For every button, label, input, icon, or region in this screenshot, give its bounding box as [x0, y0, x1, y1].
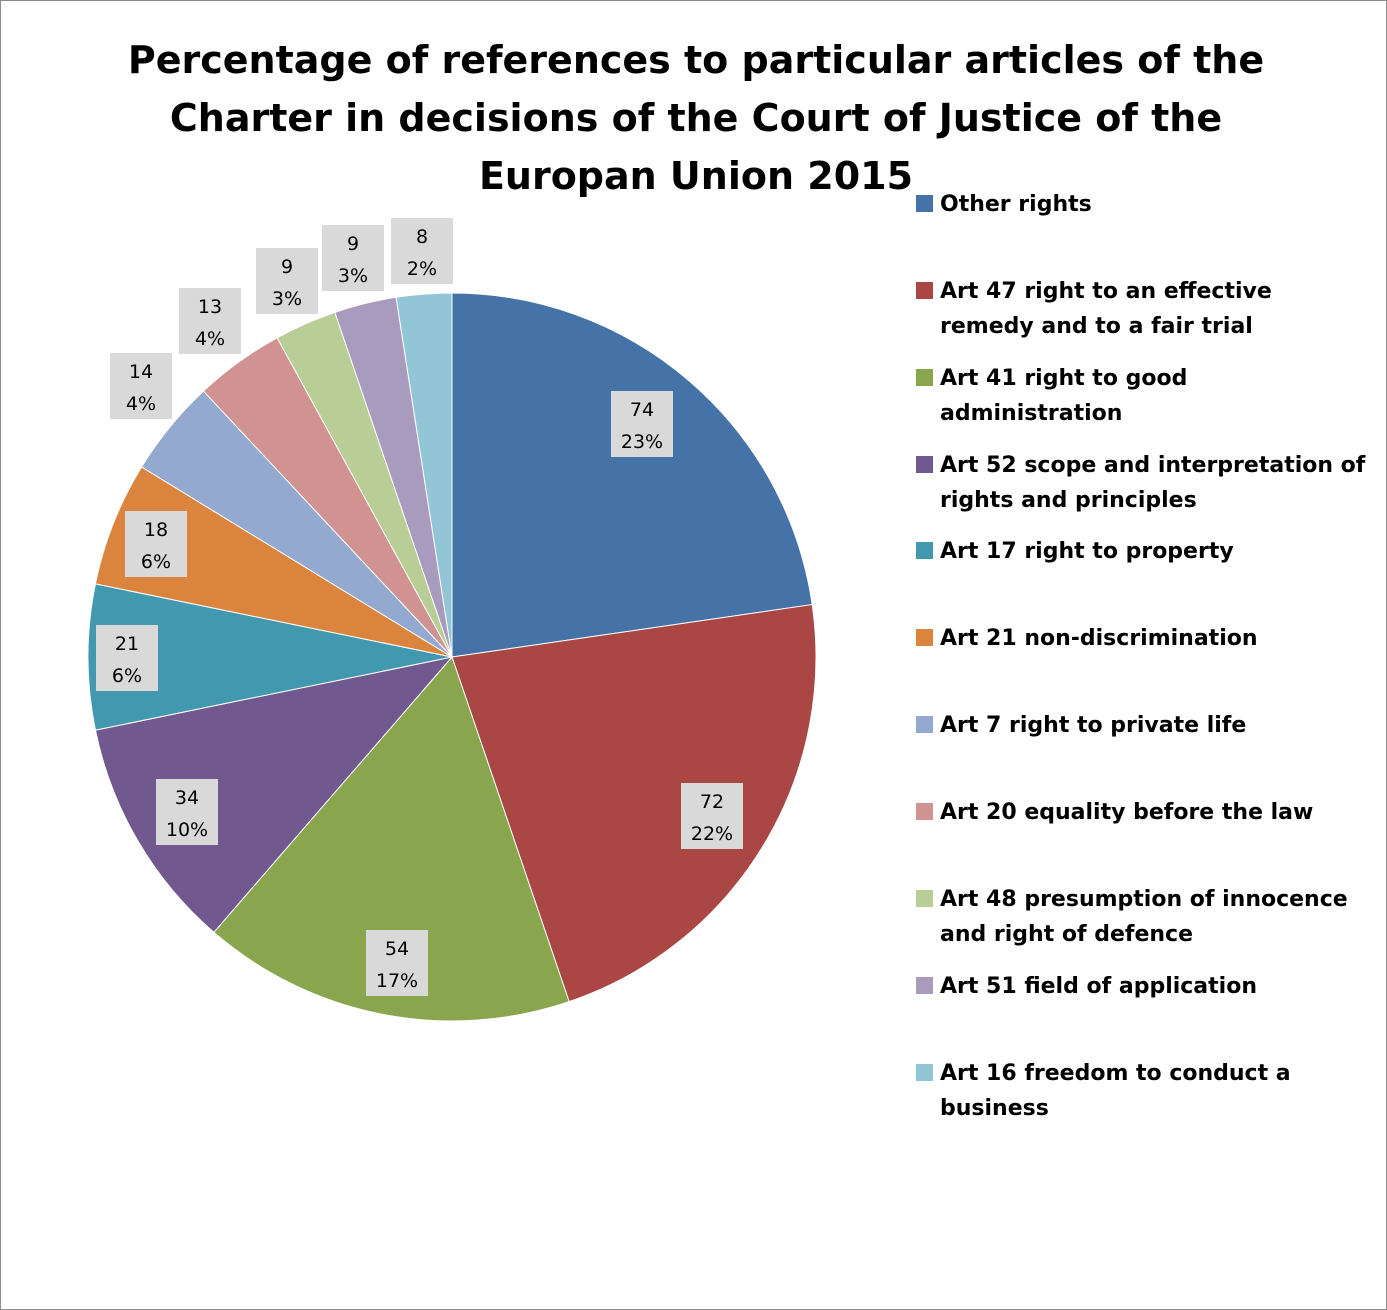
data-label-percent: 10%	[166, 819, 208, 841]
data-label-percent: 23%	[621, 431, 663, 453]
data-label-percent: 4%	[195, 328, 225, 350]
data-label-box	[256, 248, 318, 314]
data-label-percent: 6%	[112, 665, 142, 687]
data-label: 82%	[391, 218, 453, 284]
data-label-value: 9	[347, 233, 359, 255]
data-label-percent: 2%	[407, 258, 437, 280]
data-label: 93%	[322, 225, 384, 291]
data-label-value: 13	[198, 296, 222, 318]
legend-label: Art 48 presumption of innocence and righ…	[940, 887, 1348, 947]
legend-label: Art 41 right to good administration	[940, 366, 1188, 426]
data-label-box	[125, 511, 187, 577]
legend-label: Art 52 scope and interpretation of right…	[940, 453, 1366, 513]
legend-swatch	[916, 542, 933, 559]
data-label-value: 18	[144, 519, 168, 541]
data-label-percent: 17%	[376, 970, 418, 992]
legend-swatch	[916, 195, 933, 212]
legend-swatch	[916, 977, 933, 994]
pie-slice	[87, 583, 453, 731]
data-label-value: 72	[700, 791, 724, 813]
legend-label: Art 7 right to private life	[940, 713, 1247, 738]
data-label-box	[96, 625, 158, 691]
legend-swatch	[916, 282, 933, 299]
data-label-value: 9	[281, 256, 293, 278]
legend-label: Art 21 non-discrimination	[940, 626, 1258, 651]
data-label-value: 74	[630, 399, 654, 421]
pie-slice	[94, 656, 454, 934]
data-label-box	[611, 391, 673, 457]
data-label-box	[179, 288, 241, 354]
data-label-box	[322, 225, 384, 291]
data-label: 144%	[110, 353, 172, 419]
pie-slice	[451, 292, 813, 658]
legend-label: Art 47 right to an effective remedy and …	[940, 279, 1272, 339]
legend-swatch	[916, 629, 933, 646]
legend-swatch	[916, 803, 933, 820]
data-label-percent: 22%	[691, 823, 733, 845]
data-label-value: 8	[416, 226, 428, 248]
data-label-percent: 4%	[126, 393, 156, 415]
data-label-percent: 6%	[141, 551, 171, 573]
data-label-value: 34	[175, 787, 199, 809]
data-label-value: 54	[385, 938, 409, 960]
pie-slice	[451, 603, 817, 1003]
data-label-value: 14	[129, 361, 153, 383]
data-label-percent: 3%	[338, 265, 368, 287]
data-label-value: 21	[115, 633, 139, 655]
data-label-box	[681, 783, 743, 849]
legend-label: Art 17 right to property	[940, 539, 1234, 564]
legend-label: Other rights	[940, 192, 1092, 217]
pie-slice	[213, 656, 570, 1022]
data-label: 93%	[256, 248, 318, 314]
legend-label: Art 16 freedom to conduct a business	[940, 1061, 1291, 1121]
data-label-box	[156, 779, 218, 845]
legend-swatch	[916, 890, 933, 907]
legend-swatch	[916, 716, 933, 733]
data-label: 134%	[179, 288, 241, 354]
data-label: 216%	[96, 625, 158, 691]
legend-swatch	[916, 369, 933, 386]
legend-label: Art 51 field of application	[940, 974, 1257, 999]
data-label-percent: 3%	[272, 288, 302, 310]
data-label-box	[391, 218, 453, 284]
data-label-box	[366, 930, 428, 996]
legend-swatch	[916, 456, 933, 473]
pie-slice	[395, 292, 453, 658]
data-label-box	[110, 353, 172, 419]
legend-label: Art 20 equality before the law	[940, 800, 1314, 825]
data-label: 186%	[125, 511, 187, 577]
legend-swatch	[916, 1064, 933, 1081]
chart-title: Percentage of references to particular a…	[127, 38, 1265, 198]
